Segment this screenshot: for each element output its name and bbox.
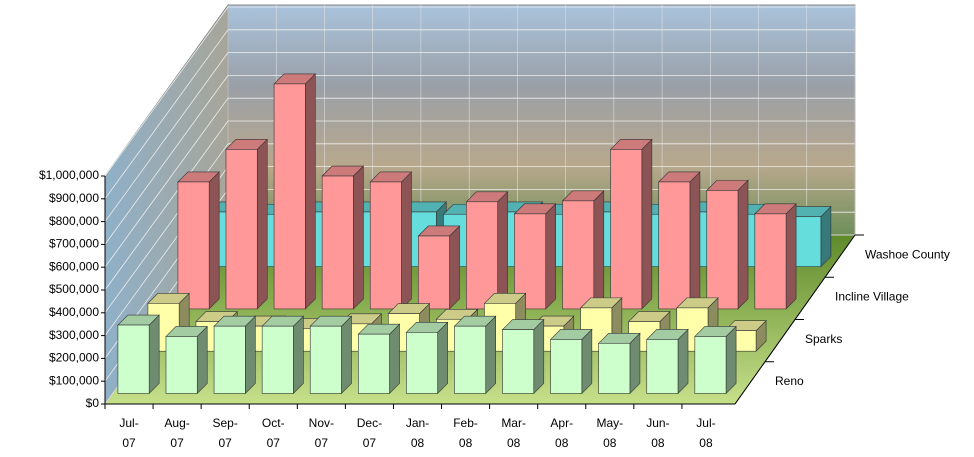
bar — [310, 326, 341, 393]
y-tick-label: $600,000 — [49, 259, 99, 273]
bar — [370, 182, 401, 309]
bar-side — [594, 191, 604, 309]
bar — [707, 190, 738, 309]
x-tick-label: Feb-08 — [453, 416, 478, 450]
x-tick-label: Jun-08 — [646, 416, 669, 450]
bar-side — [821, 207, 831, 267]
y-tick-label: $900,000 — [49, 191, 99, 205]
bar-side — [245, 316, 255, 393]
bar-side — [305, 74, 315, 309]
bar-side — [678, 329, 688, 393]
x-tick-label: Jul-07 — [119, 416, 138, 450]
bar — [466, 202, 497, 309]
y-tick-label: $200,000 — [49, 351, 99, 365]
bar — [214, 326, 245, 393]
y-tick-label: $500,000 — [49, 282, 99, 296]
bar — [226, 149, 257, 309]
bar-side — [438, 322, 448, 393]
y-tick-label: $1,000,000 — [39, 168, 99, 182]
bar-side — [534, 320, 544, 394]
series-label: Incline Village — [835, 290, 909, 304]
bar-side — [149, 315, 159, 393]
bar — [274, 84, 305, 309]
bar-side — [642, 139, 652, 309]
x-tick-label: Oct-07 — [262, 416, 285, 450]
series-label: Sparks — [805, 332, 842, 346]
x-tick-label: Dec-07 — [357, 416, 382, 450]
series-label: Reno — [775, 374, 804, 388]
y-tick-label: $700,000 — [49, 237, 99, 251]
x-tick-label: Apr-08 — [550, 416, 573, 450]
bar-side — [209, 172, 219, 309]
bar — [503, 330, 534, 394]
bar-side — [486, 316, 496, 393]
bar — [322, 176, 353, 309]
y-tick-label: $300,000 — [49, 328, 99, 342]
x-tick-label: May-08 — [596, 416, 623, 450]
x-tick-label: Nov-07 — [309, 416, 334, 450]
y-tick-label: $400,000 — [49, 305, 99, 319]
x-tick-label: Jan-08 — [406, 416, 429, 450]
x-tick-label: Sep-07 — [213, 416, 238, 450]
bar-side — [341, 316, 351, 393]
bar — [406, 332, 437, 393]
bar — [454, 326, 485, 393]
y-tick-label: $100,000 — [49, 373, 99, 387]
series-label: Washoe County — [865, 247, 950, 261]
bar — [166, 336, 197, 393]
bar — [659, 182, 690, 309]
bar-side — [353, 166, 363, 309]
y-tick-label: $0 — [86, 396, 100, 410]
bar — [551, 339, 582, 393]
bar-side — [257, 139, 267, 309]
x-tick-label: Mar-08 — [501, 416, 526, 450]
bar-side — [450, 226, 460, 309]
bar-side — [401, 172, 411, 309]
bar — [262, 326, 293, 393]
bar-side — [630, 333, 640, 393]
bar-side — [390, 324, 400, 393]
bar-side — [726, 326, 736, 393]
bar — [178, 182, 209, 309]
bar-side — [582, 329, 592, 393]
bar-side — [786, 204, 796, 309]
bar-side — [498, 192, 508, 309]
x-tick-label: Jul-08 — [696, 416, 715, 450]
bar — [118, 325, 149, 393]
x-tick-label: Aug-07 — [164, 416, 189, 450]
bar — [695, 336, 726, 393]
bar-side — [690, 172, 700, 309]
bar-side — [546, 204, 556, 309]
bar — [755, 214, 786, 309]
chart: $0 $100,000 $200,000 $300,000 $400,000 $500,0… — [0, 0, 974, 457]
bar-side — [197, 326, 207, 393]
bar — [563, 201, 594, 309]
bar — [418, 236, 449, 309]
bar-side — [738, 180, 748, 309]
y-tick-label: $800,000 — [49, 214, 99, 228]
bar — [599, 343, 630, 393]
bar — [358, 334, 389, 393]
bar-side — [293, 316, 303, 393]
bar — [647, 339, 678, 393]
bar — [611, 149, 642, 309]
